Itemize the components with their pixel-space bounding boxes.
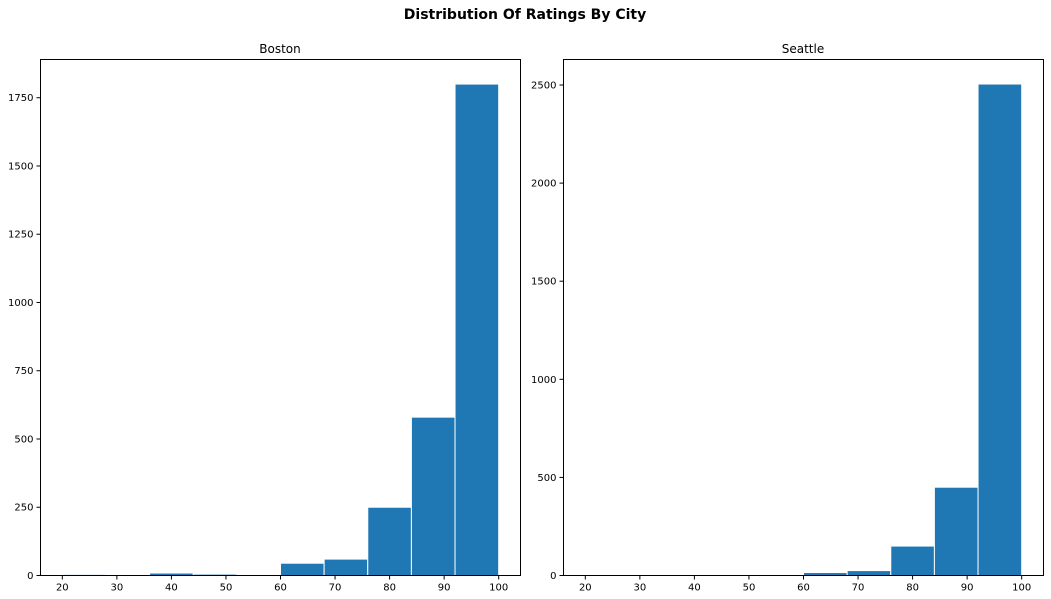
chart-seattle: Seattle 20 30 40 50 60 70 80 90 1000500100015002… xyxy=(531,42,1044,594)
x-tick-label-boston-20: 20 xyxy=(56,583,69,594)
x-tick-label-boston-40: 40 xyxy=(165,583,178,594)
bar-boston-84-92 xyxy=(410,416,456,576)
y-tick-label-boston-1750: 1750 xyxy=(8,93,33,104)
figure-title: Distribution Of Ratings By City xyxy=(404,7,646,23)
ticks-boston: 20 30 40 50 60 70 80 90 100025050075010001250150… xyxy=(8,93,508,593)
x-tick-label-boston-80: 80 xyxy=(383,583,396,594)
bars-boston xyxy=(61,83,500,577)
y-tick-label-seattle-1500: 1500 xyxy=(531,277,556,288)
x-tick-label-boston-50: 50 xyxy=(220,583,233,594)
x-tick-label-boston-70: 70 xyxy=(329,583,342,594)
y-tick-label-boston-0: 0 xyxy=(27,571,33,582)
bar-boston-60-68 xyxy=(280,562,325,577)
y-tick-label-seattle-500: 500 xyxy=(537,473,556,484)
y-tick-label-boston-1000: 1000 xyxy=(8,298,33,309)
bar-boston-68-76 xyxy=(323,558,369,576)
x-tick-label-boston-100: 100 xyxy=(489,583,508,594)
y-tick-label-boston-250: 250 xyxy=(14,503,33,514)
y-tick-label-boston-1500: 1500 xyxy=(8,161,33,172)
x-tick-label-seattle-30: 30 xyxy=(633,583,646,594)
x-tick-label-boston-60: 60 xyxy=(274,583,287,594)
plot-frame-boston xyxy=(40,59,521,576)
x-tick-label-seattle-80: 80 xyxy=(906,583,919,594)
x-tick-label-seattle-50: 50 xyxy=(743,583,756,594)
y-tick-label-boston-1250: 1250 xyxy=(8,230,33,241)
y-tick-label-seattle-2000: 2000 xyxy=(531,179,556,190)
bar-boston-92-100 xyxy=(454,83,500,576)
y-tick-label-boston-500: 500 xyxy=(14,434,33,445)
bar-seattle-76-84 xyxy=(890,545,935,576)
chart-boston: Boston 20 30 40 50 60 70 80 90 10002505007501000… xyxy=(8,42,521,594)
x-tick-label-seattle-90: 90 xyxy=(961,583,974,594)
y-tick-label-boston-750: 750 xyxy=(14,366,33,377)
bars-seattle xyxy=(584,83,1023,576)
x-tick-label-seattle-100: 100 xyxy=(1012,583,1031,594)
chart-title-seattle: Seattle xyxy=(782,42,824,56)
x-tick-label-seattle-60: 60 xyxy=(797,583,810,594)
x-tick-label-boston-30: 30 xyxy=(110,583,123,594)
y-tick-label-seattle-0: 0 xyxy=(550,571,556,582)
bar-seattle-68-76 xyxy=(846,570,892,576)
plot-frame-seattle xyxy=(563,59,1044,576)
y-tick-label-seattle-1000: 1000 xyxy=(531,375,556,386)
y-tick-label-seattle-2500: 2500 xyxy=(531,81,556,92)
x-tick-label-seattle-20: 20 xyxy=(579,583,592,594)
x-tick-label-seattle-70: 70 xyxy=(852,583,865,594)
chart-title-boston: Boston xyxy=(259,42,300,56)
x-tick-label-boston-90: 90 xyxy=(438,583,451,594)
bar-seattle-92-100 xyxy=(977,83,1023,576)
bar-seattle-84-92 xyxy=(933,486,979,576)
bar-boston-76-84 xyxy=(367,506,412,576)
x-tick-label-seattle-40: 40 xyxy=(688,583,701,594)
